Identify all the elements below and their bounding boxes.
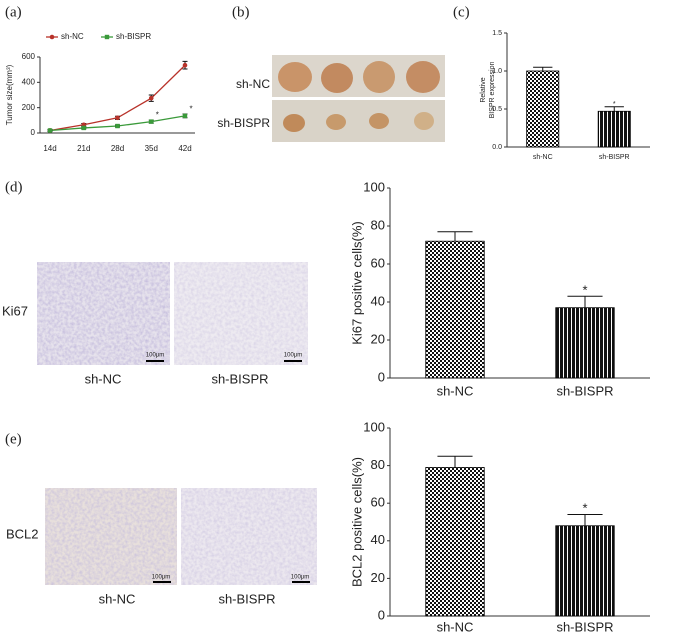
x-tick-label: 28d — [111, 144, 124, 153]
bar — [555, 525, 615, 617]
ihc-image — [45, 488, 317, 585]
y-tick-label: 60 — [371, 495, 385, 510]
x-tick-label: sh-BISPR — [556, 619, 613, 633]
row-label: sh-BISPR — [217, 116, 270, 130]
y-tick-label: 20 — [371, 331, 385, 346]
error-bar — [437, 231, 473, 242]
scale-bar-label: 100μm — [291, 575, 309, 581]
y-tick-label: 60 — [371, 255, 385, 270]
significance: * — [582, 501, 587, 516]
row-label: BCL2 — [6, 526, 39, 541]
y-tick-label: 0.5 — [492, 106, 502, 113]
bar — [597, 110, 631, 148]
column-label: sh-BISPR — [211, 371, 268, 386]
scale-bar-label: 100μm — [152, 575, 170, 581]
y-axis-label: BISPR expression — [489, 61, 496, 118]
error-bar — [567, 295, 603, 308]
x-tick-label: sh-NC — [437, 619, 474, 633]
error-bar — [533, 66, 553, 71]
panel-label: (e) — [5, 431, 22, 447]
panel-label: (b) — [232, 4, 250, 20]
marker — [182, 62, 188, 68]
bar — [555, 307, 615, 379]
marker — [149, 119, 154, 124]
marker — [47, 128, 53, 133]
marker — [115, 123, 120, 129]
y-tick-label: 1.5 — [492, 30, 502, 37]
y-tick-label: 600 — [22, 52, 36, 61]
y-axis-label: BCL2 positive cells(%) — [349, 457, 364, 587]
error-bar — [604, 106, 624, 112]
y-tick-label: 0.0 — [492, 144, 502, 151]
x-tick-label: sh-NC — [533, 154, 553, 161]
error-bar — [567, 513, 603, 526]
significance: * — [156, 110, 159, 119]
scale-bar-label: 100μm — [284, 353, 302, 359]
y-tick-label: 100 — [363, 179, 385, 194]
y-tick-label: 40 — [371, 293, 385, 308]
marker — [115, 115, 120, 121]
y-tick-label: 1.0 — [492, 68, 502, 75]
column-label: sh-NC — [99, 591, 136, 606]
panel-label: (a) — [5, 4, 22, 20]
x-tick-label: 42d — [178, 144, 191, 153]
y-tick-label: 80 — [371, 217, 385, 232]
tumor-photo — [272, 55, 445, 142]
legend-label: sh-NC — [61, 32, 84, 41]
y-tick-label: 0 — [378, 607, 385, 622]
x-tick-label: sh-BISPR — [556, 383, 613, 398]
y-axis-label: Tumor size(mm³) — [5, 64, 14, 125]
column-label: sh-BISPR — [218, 591, 275, 606]
bar — [526, 70, 560, 148]
y-axis-label: Relative — [480, 77, 487, 102]
row-label: Ki67 — [2, 303, 28, 318]
marker — [148, 95, 154, 101]
panel-label: (d) — [5, 179, 23, 195]
significance: * — [582, 283, 587, 298]
error-bar — [437, 455, 473, 468]
marker — [81, 125, 86, 131]
y-tick-label: 80 — [371, 457, 385, 472]
legend-marker — [104, 34, 110, 40]
y-tick-label: 100 — [363, 419, 385, 434]
bar — [425, 467, 485, 617]
y-tick-label: 20 — [371, 570, 385, 585]
y-tick-label: 0 — [31, 128, 36, 137]
marker — [182, 113, 188, 119]
column-label: sh-NC — [85, 371, 122, 386]
y-tick-label: 200 — [22, 103, 36, 112]
x-tick-label: 21d — [77, 144, 90, 153]
x-tick-label: sh-BISPR — [599, 154, 630, 161]
y-axis-label: Ki67 positive cells(%) — [349, 221, 364, 345]
y-tick-label: 400 — [22, 77, 36, 86]
panel-label: (c) — [453, 4, 470, 20]
series-line — [49, 64, 186, 132]
y-tick-label: 40 — [371, 532, 385, 547]
x-tick-label: 35d — [145, 144, 158, 153]
legend-label: sh-BISPR — [116, 32, 151, 41]
significance: * — [613, 101, 616, 108]
bar — [425, 240, 485, 379]
x-tick-label: 14d — [43, 144, 56, 153]
x-tick-label: sh-NC — [437, 383, 474, 398]
scale-bar-label: 100μm — [146, 353, 164, 359]
significance: * — [189, 104, 192, 113]
legend-marker — [49, 34, 55, 40]
ihc-image — [37, 262, 308, 365]
y-tick-label: 0 — [378, 369, 385, 384]
row-label: sh-NC — [236, 77, 270, 91]
